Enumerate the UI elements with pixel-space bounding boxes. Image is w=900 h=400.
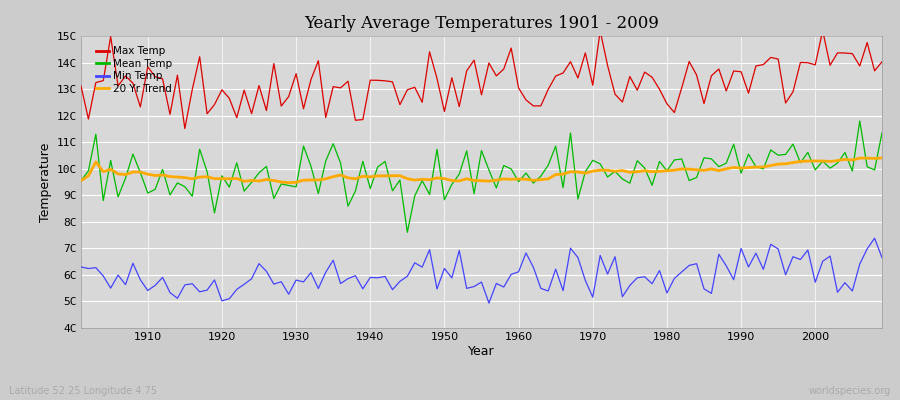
Y-axis label: Temperature: Temperature	[40, 142, 52, 222]
X-axis label: Year: Year	[468, 345, 495, 358]
Legend: Max Temp, Mean Temp, Min Temp, 20 Yr Trend: Max Temp, Mean Temp, Min Temp, 20 Yr Tre…	[94, 44, 175, 96]
Text: worldspecies.org: worldspecies.org	[809, 386, 891, 396]
Text: Latitude 52.25 Longitude 4.75: Latitude 52.25 Longitude 4.75	[9, 386, 157, 396]
Title: Yearly Average Temperatures 1901 - 2009: Yearly Average Temperatures 1901 - 2009	[304, 15, 659, 32]
